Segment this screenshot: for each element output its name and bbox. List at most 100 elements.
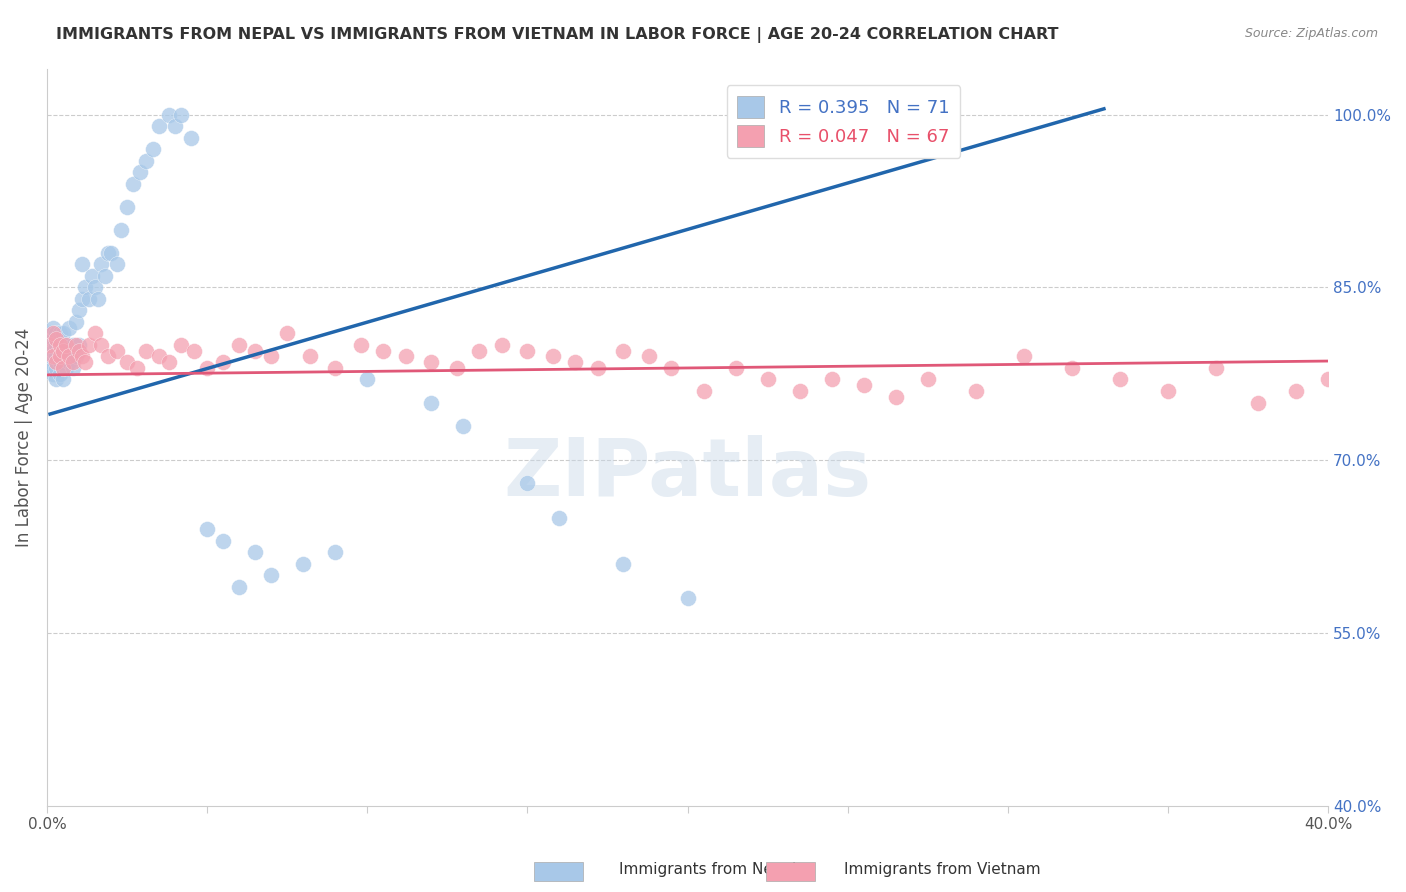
Point bbox=[90, 257, 112, 271]
Point bbox=[67, 303, 90, 318]
Point bbox=[45, 355, 67, 369]
Point bbox=[564, 355, 586, 369]
Point bbox=[491, 338, 513, 352]
Point bbox=[195, 522, 218, 536]
Point bbox=[58, 320, 80, 334]
Point bbox=[52, 361, 75, 376]
Point bbox=[1012, 350, 1035, 364]
Point bbox=[323, 545, 346, 559]
Point bbox=[1205, 361, 1227, 376]
Point bbox=[420, 395, 443, 409]
Point bbox=[93, 268, 115, 283]
Point bbox=[373, 343, 395, 358]
Point bbox=[39, 326, 62, 341]
Point bbox=[42, 367, 65, 381]
Point bbox=[917, 372, 939, 386]
Point bbox=[276, 326, 298, 341]
Point bbox=[70, 350, 93, 364]
Legend: R = 0.395   N = 71, R = 0.047   N = 67: R = 0.395 N = 71, R = 0.047 N = 67 bbox=[727, 85, 960, 158]
Point bbox=[45, 350, 67, 364]
Point bbox=[110, 223, 132, 237]
Point bbox=[100, 245, 122, 260]
Point bbox=[45, 361, 67, 376]
Point bbox=[48, 326, 70, 341]
Point bbox=[1285, 384, 1308, 398]
Point bbox=[1157, 384, 1180, 398]
Point bbox=[65, 338, 87, 352]
Point bbox=[142, 142, 165, 156]
Point bbox=[212, 533, 235, 548]
Point bbox=[48, 343, 70, 358]
Point bbox=[42, 350, 65, 364]
Y-axis label: In Labor Force | Age 20-24: In Labor Force | Age 20-24 bbox=[15, 327, 32, 547]
Point bbox=[62, 355, 84, 369]
Point bbox=[65, 350, 87, 364]
Point bbox=[420, 355, 443, 369]
Point bbox=[67, 343, 90, 358]
Point bbox=[39, 350, 62, 364]
Point bbox=[243, 545, 266, 559]
Point bbox=[1247, 395, 1270, 409]
Point bbox=[243, 343, 266, 358]
Point bbox=[212, 355, 235, 369]
Point bbox=[612, 343, 634, 358]
Point bbox=[157, 355, 180, 369]
Point bbox=[170, 338, 193, 352]
Point bbox=[125, 361, 148, 376]
Point bbox=[87, 292, 110, 306]
Point bbox=[48, 367, 70, 381]
Point bbox=[42, 361, 65, 376]
Point bbox=[77, 292, 100, 306]
Point bbox=[39, 338, 62, 352]
Point bbox=[62, 361, 84, 376]
Point bbox=[852, 378, 875, 392]
Point bbox=[80, 268, 103, 283]
Text: Immigrants from Nepal: Immigrants from Nepal bbox=[619, 863, 796, 877]
Point bbox=[97, 350, 120, 364]
Point bbox=[228, 580, 250, 594]
Point bbox=[395, 350, 418, 364]
Point bbox=[135, 343, 157, 358]
Point bbox=[323, 361, 346, 376]
Point bbox=[148, 119, 170, 133]
Point bbox=[541, 350, 564, 364]
Point bbox=[65, 315, 87, 329]
Text: IMMIGRANTS FROM NEPAL VS IMMIGRANTS FROM VIETNAM IN LABOR FORCE | AGE 20-24 CORR: IMMIGRANTS FROM NEPAL VS IMMIGRANTS FROM… bbox=[56, 27, 1059, 43]
Point bbox=[516, 476, 538, 491]
Point bbox=[84, 326, 107, 341]
Point bbox=[692, 384, 714, 398]
Point bbox=[228, 338, 250, 352]
Point bbox=[45, 372, 67, 386]
Point bbox=[115, 200, 138, 214]
Point bbox=[115, 355, 138, 369]
Point bbox=[586, 361, 609, 376]
Point bbox=[52, 326, 75, 341]
Point bbox=[350, 338, 373, 352]
Point bbox=[195, 361, 218, 376]
Point bbox=[884, 390, 907, 404]
Point bbox=[77, 338, 100, 352]
Point bbox=[58, 350, 80, 364]
Point bbox=[516, 343, 538, 358]
Point bbox=[292, 557, 315, 571]
Point bbox=[446, 361, 468, 376]
Point bbox=[48, 355, 70, 369]
Point bbox=[612, 557, 634, 571]
Point bbox=[135, 153, 157, 168]
Point bbox=[756, 372, 779, 386]
Point bbox=[468, 343, 491, 358]
Point bbox=[356, 372, 378, 386]
Point bbox=[45, 332, 67, 346]
Point bbox=[122, 177, 145, 191]
Point bbox=[170, 107, 193, 121]
Point bbox=[84, 280, 107, 294]
Point bbox=[105, 343, 128, 358]
Point bbox=[1109, 372, 1132, 386]
Point bbox=[70, 257, 93, 271]
Point bbox=[67, 338, 90, 352]
Point bbox=[45, 326, 67, 341]
Point bbox=[105, 257, 128, 271]
Point bbox=[821, 372, 844, 386]
Point bbox=[39, 355, 62, 369]
Point bbox=[58, 343, 80, 358]
